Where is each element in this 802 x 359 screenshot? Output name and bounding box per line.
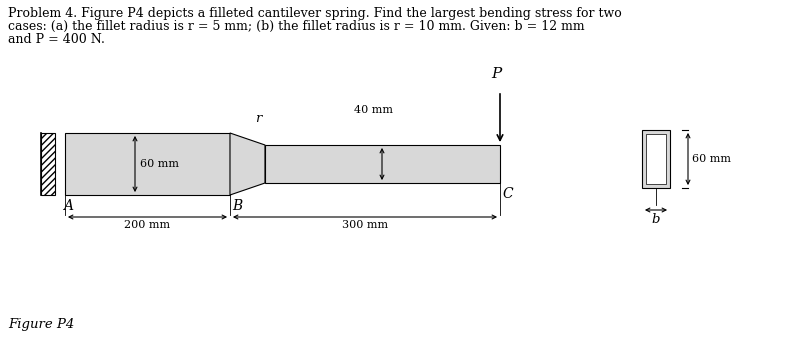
Text: 40 mm: 40 mm <box>354 105 394 115</box>
Text: P: P <box>491 67 501 81</box>
Text: 200 mm: 200 mm <box>124 220 171 230</box>
Text: C: C <box>502 187 512 201</box>
Text: r: r <box>255 112 261 125</box>
Bar <box>265 145 500 183</box>
Text: 60 mm: 60 mm <box>692 154 731 164</box>
Polygon shape <box>230 133 265 195</box>
Bar <box>646 134 666 184</box>
Text: Figure P4: Figure P4 <box>8 318 75 331</box>
Text: A: A <box>63 199 73 213</box>
Text: B: B <box>232 199 242 213</box>
Bar <box>41 133 55 195</box>
Text: 300 mm: 300 mm <box>342 220 388 230</box>
Text: b: b <box>652 213 660 226</box>
Text: and P = 400 N.: and P = 400 N. <box>8 33 105 46</box>
Bar <box>642 130 670 188</box>
Bar <box>65 133 230 195</box>
Text: Problem 4. Figure P4 depicts a filleted cantilever spring. Find the largest bend: Problem 4. Figure P4 depicts a filleted … <box>8 7 622 20</box>
Text: cases: (a) the fillet radius is r = 5 mm; (b) the fillet radius is r = 10 mm. Gi: cases: (a) the fillet radius is r = 5 mm… <box>8 20 585 33</box>
Text: 60 mm: 60 mm <box>140 159 179 169</box>
